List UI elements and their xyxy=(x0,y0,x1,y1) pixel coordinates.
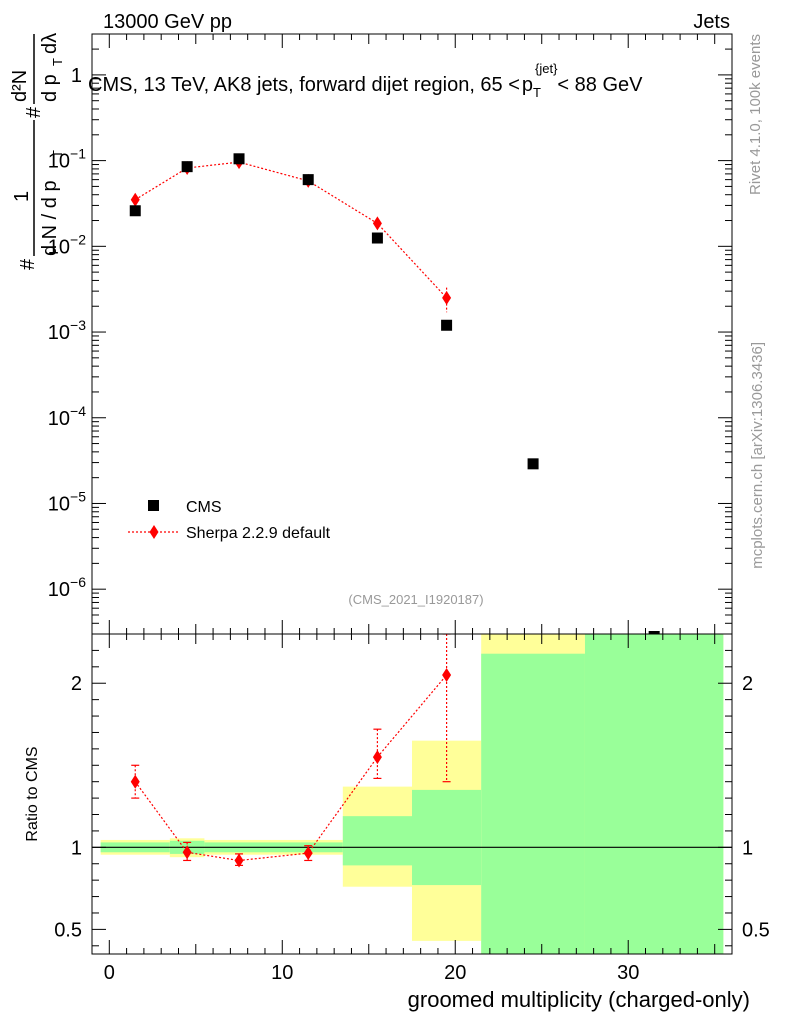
legend: CMS Sherpa 2.2.9 default xyxy=(128,499,331,542)
main-ytick-label: 10−1 xyxy=(48,146,86,173)
ylabel-dp: d p xyxy=(39,74,61,102)
cms-point xyxy=(181,161,193,173)
ylabel-hash1: # xyxy=(17,258,39,270)
ratio-ytick-label-right: 1 xyxy=(742,837,753,859)
rivet-version-label: Rivet 4.1.0, 100k events xyxy=(747,34,764,195)
ylabel-dlambda: dλ xyxy=(39,33,61,54)
legend-sherpa-label: Sherpa 2.2.9 default xyxy=(186,525,331,542)
main-frame xyxy=(91,33,733,635)
process-label: Jets xyxy=(693,11,730,33)
ratio-xtick-label: 10 xyxy=(271,962,293,984)
cms-point xyxy=(648,631,660,634)
main-title-prefix: CMS, 13 TeV, AK8 jets, forward dijet reg… xyxy=(88,74,520,96)
sherpa-line xyxy=(134,161,448,299)
cms-point xyxy=(527,458,539,470)
ratio-frame xyxy=(91,633,733,955)
ylabel-one: 1 xyxy=(11,191,33,202)
main-ytick-label: 1 xyxy=(71,65,82,87)
ylabel-t1: T xyxy=(50,150,65,158)
main-ytick-label: 10−5 xyxy=(48,488,86,515)
ylabel-d2n: d²N xyxy=(9,70,31,102)
main-ytick-label: 10−2 xyxy=(48,231,86,258)
ratio-sherpa-point xyxy=(182,845,192,860)
main-title-suffix: < 88 GeV xyxy=(557,74,643,96)
uncertainty-band-inner xyxy=(584,634,724,954)
ratio-sherpa-point xyxy=(372,750,382,765)
energy-label: 13000 GeV pp xyxy=(103,11,232,33)
ratio-panel: 2 2 1 1 0.5 0.5 0 10 20 30 xyxy=(54,633,770,984)
ylabel-dn: d N / d p xyxy=(39,180,61,256)
main-ytick-label: 10−6 xyxy=(48,574,86,601)
ylabel-hash2: # xyxy=(23,106,45,118)
ylabel-t2: T xyxy=(50,58,65,66)
uncertainty-band-inner xyxy=(481,653,585,954)
legend-cms-label: CMS xyxy=(186,499,222,516)
ratio-sherpa-point xyxy=(303,846,313,861)
main-ytick-label: 10−4 xyxy=(48,403,86,430)
ratio-ytick-label-right: 2 xyxy=(742,673,753,695)
main-ylabel: # 1 d N / d p T # d²N d p T dλ xyxy=(9,33,65,270)
ratio-ytick-label-left: 0.5 xyxy=(54,919,82,941)
cms-point xyxy=(441,319,453,331)
ratio-sherpa-point xyxy=(442,668,452,683)
main-title-sub: T xyxy=(533,85,541,100)
ratio-sherpa-point xyxy=(234,853,244,868)
ratio-ylabel: Ratio to CMS xyxy=(24,746,41,841)
ratio-ytick-label-left: 1 xyxy=(71,837,82,859)
legend-cms-marker xyxy=(148,500,159,511)
ratio-xtick-label: 0 xyxy=(104,962,115,984)
ratio-xtick-label: 20 xyxy=(444,962,466,984)
ratio-ytick-label-left: 2 xyxy=(71,673,82,695)
main-panel: 1 10−1 10−2 10−3 10−4 10−5 10−6 xyxy=(48,33,733,635)
uncertainty-band-inner xyxy=(412,789,482,886)
legend-sherpa-marker xyxy=(149,525,159,539)
mcplots-url-label: mcplots.cern.ch [arXiv:1306.3436] xyxy=(749,342,766,569)
sherpa-point xyxy=(130,192,140,207)
ratio-sherpa-line xyxy=(134,674,448,862)
main-title-sup: {jet} xyxy=(535,61,558,76)
main-ytick-label: 10−3 xyxy=(48,317,86,344)
sherpa-point xyxy=(372,216,382,231)
main-title: CMS, 13 TeV, AK8 jets, forward dijet reg… xyxy=(88,61,643,100)
ratio-sherpa-point xyxy=(130,774,140,789)
sherpa-point xyxy=(442,290,452,305)
ratio-ytick-label-right: 0.5 xyxy=(742,919,770,941)
cms-point xyxy=(233,153,245,165)
cms-point xyxy=(371,232,383,244)
ratio-xtick-label: 30 xyxy=(617,962,639,984)
ratio-xlabel: groomed multiplicity (charged-only) xyxy=(408,987,750,1012)
analysis-watermark: (CMS_2021_I1920187) xyxy=(348,592,483,607)
uncertainty-band-inner xyxy=(342,816,412,866)
cms-point xyxy=(129,205,141,217)
cms-point xyxy=(302,174,314,186)
main-title-p: p xyxy=(522,74,533,96)
